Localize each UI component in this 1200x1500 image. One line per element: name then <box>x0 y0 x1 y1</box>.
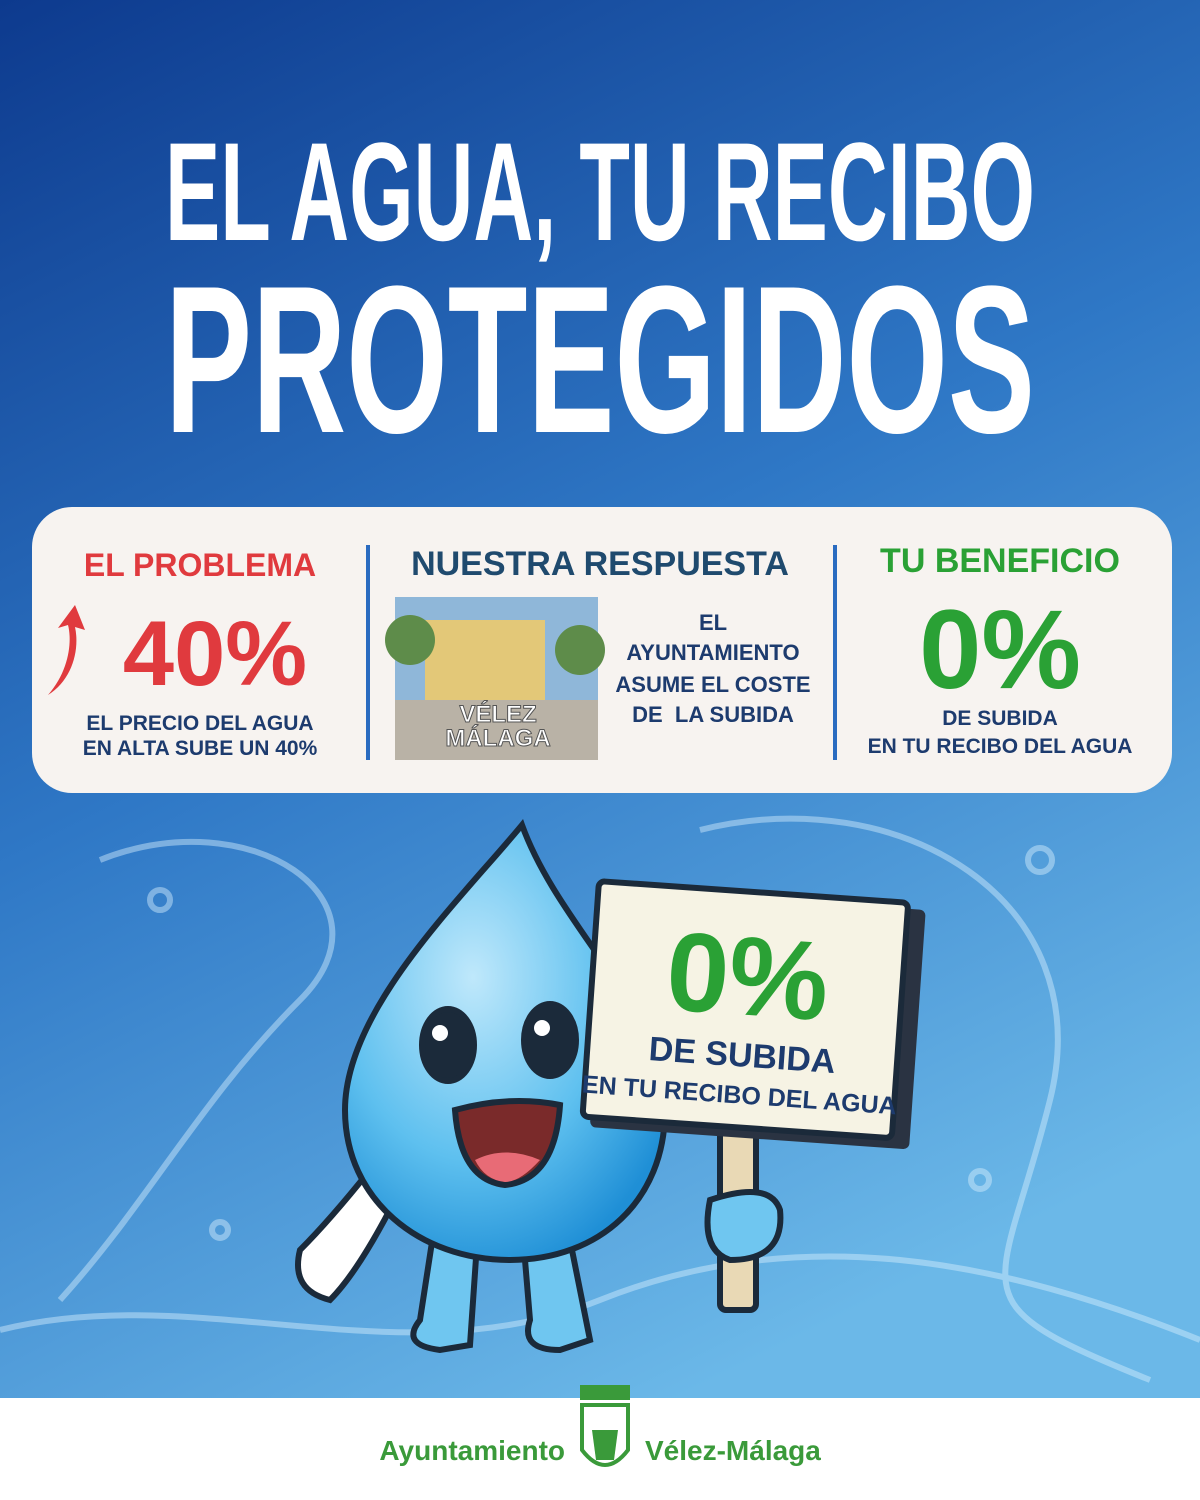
footer-text: Vélez-Málaga <box>645 1435 821 1466</box>
town-hall-image: VÉLEZ MÁLAGA <box>385 597 605 760</box>
problem-figure: 40% <box>123 603 307 705</box>
footer-text: Ayuntamiento <box>379 1435 565 1466</box>
benefit-caption: EN TU RECIBO DEL AGUA <box>868 735 1133 758</box>
benefit-figure: 0% <box>919 587 1081 712</box>
response-text: AYUNTAMIENTO <box>626 640 799 665</box>
up-arrow <box>48 605 85 695</box>
image-label: MÁLAGA <box>445 724 550 752</box>
benefit-heading: TU BENEFICIO <box>880 542 1120 580</box>
response-text: ASUME EL COSTE <box>615 672 810 697</box>
benefit-caption: DE SUBIDA <box>942 707 1058 730</box>
coat-of-arms <box>580 1385 630 1467</box>
title-line: PROTEGIDOS <box>165 242 1035 477</box>
problem-caption: EL PRECIO DEL AGUA <box>86 712 313 735</box>
title-line: EL AGUA, TU RECIBO <box>165 113 1035 270</box>
problem-heading: EL PROBLEMA <box>84 547 316 583</box>
problem-caption: EN ALTA SUBE UN 40% <box>83 737 318 760</box>
sign: 0% DE SUBIDA EN TU RECIBO DEL AGUA <box>579 878 926 1150</box>
mascot <box>295 819 784 1354</box>
sign-figure: 0% <box>663 908 833 1044</box>
image-label: VÉLEZ <box>459 700 536 728</box>
response-text: DE LA SUBIDA <box>632 702 794 727</box>
response-heading: NUESTRA RESPUESTA <box>411 545 789 583</box>
water-splash <box>0 815 1200 1383</box>
response-text: EL <box>699 610 727 635</box>
